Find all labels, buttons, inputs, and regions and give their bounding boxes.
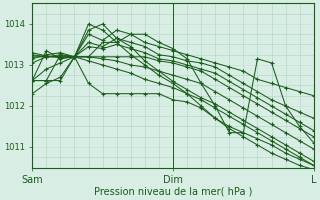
X-axis label: Pression niveau de la mer( hPa ): Pression niveau de la mer( hPa ) [94,187,252,197]
